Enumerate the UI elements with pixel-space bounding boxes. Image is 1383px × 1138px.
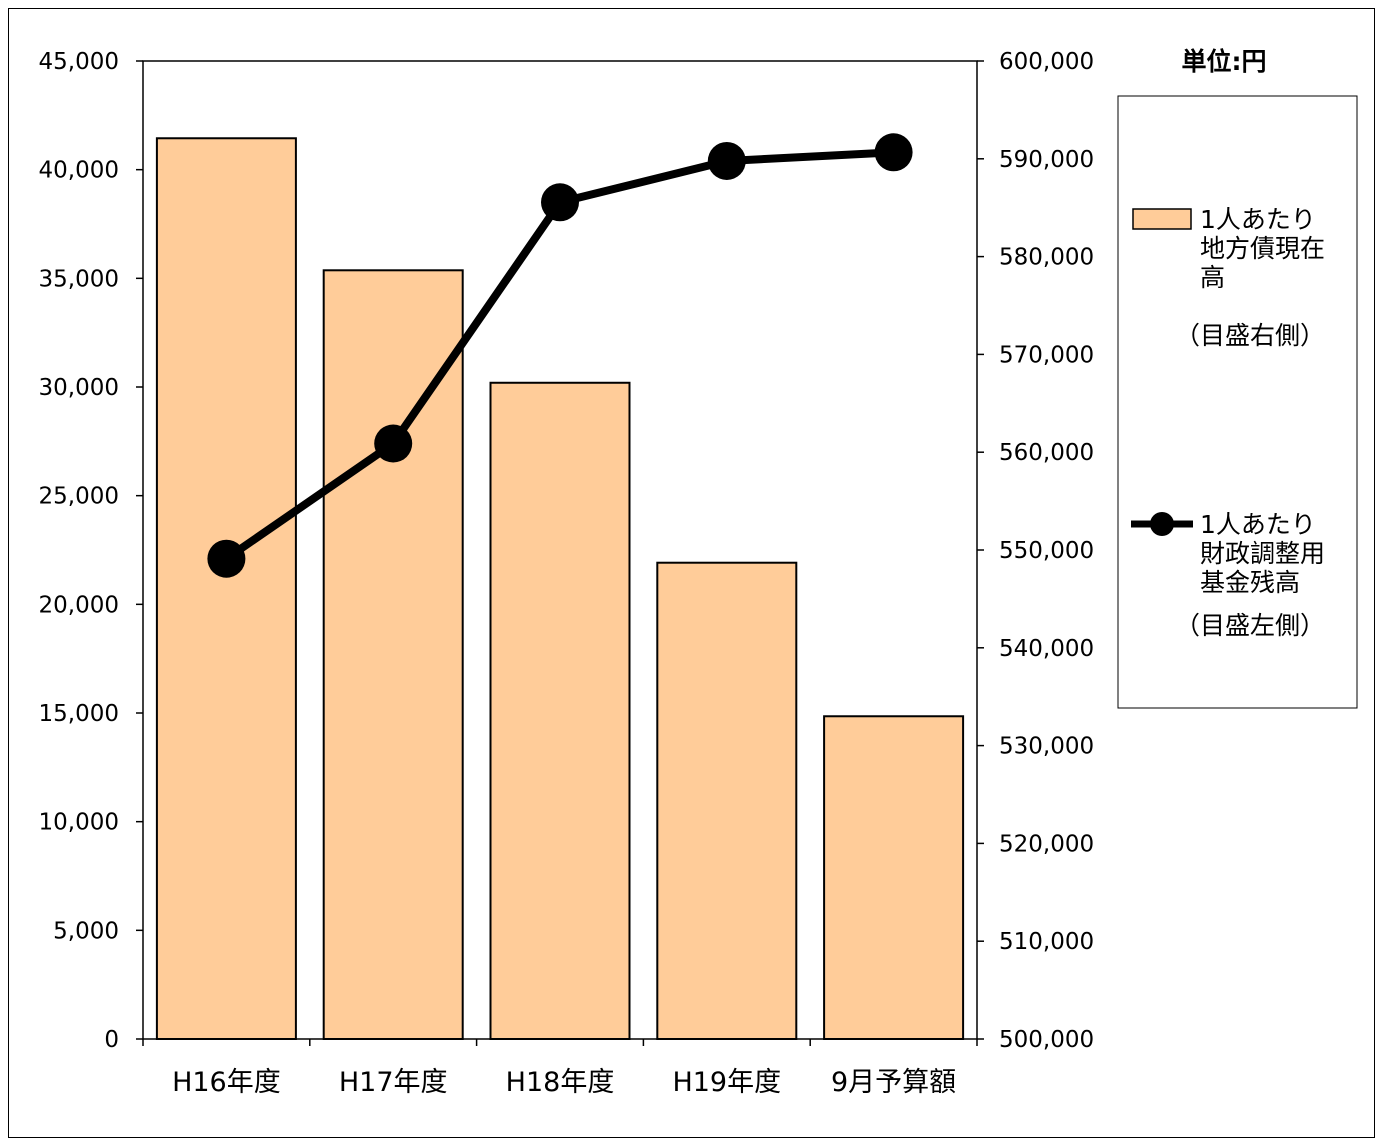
bar-series [155,137,965,1040]
left-tick-label: 20,000 [39,592,119,618]
line-point [707,141,746,180]
x-category-label: H19年度 [672,1067,781,1098]
left-tick-label: 25,000 [39,484,119,510]
legend-box [1117,95,1358,709]
legend-line-marker [1150,512,1174,536]
line-point [207,539,246,578]
left-tick-label: 15,000 [39,701,119,727]
x-category-label: H17年度 [339,1067,448,1098]
legend-axis-note: （目盛右側） [1175,321,1325,350]
left-tick-label: 40,000 [39,158,119,184]
legend-text: 1人あたり [1200,205,1316,234]
left-tick-label: 35,000 [39,266,119,292]
line-series [207,133,913,578]
right-tick-label: 500,000 [999,1027,1094,1053]
bar [823,715,965,1040]
right-tick-label: 590,000 [999,147,1094,173]
line-point [374,424,413,463]
right-y-axis: 500,000 510,000 520,000 530,000 540,000 550,0… [977,49,1094,1053]
x-axis: H16年度 H17年度 H18年度 H19年度 9月予算額 [142,1039,978,1098]
x-category-label: H16年度 [172,1067,281,1098]
left-tick-label: 45,000 [39,49,119,75]
bar [656,561,798,1040]
legend-axis-note: （目盛左側） [1175,611,1325,640]
right-tick-label: 550,000 [999,538,1094,564]
right-tick-label: 530,000 [999,734,1094,760]
right-tick-label: 560,000 [999,440,1094,466]
line-point [541,183,579,222]
left-tick-label: 0 [104,1027,119,1053]
legend-text: 基金残高 [1200,568,1300,597]
right-tick-label: 510,000 [999,929,1094,955]
left-tick-label: 5,000 [53,918,119,944]
left-y-axis: 0 5,000 10,000 15,000 20,000 25,000 30,000 35,0… [39,49,143,1053]
left-tick-label: 30,000 [39,375,119,401]
legend-bar-swatch [1132,208,1192,230]
bar [322,269,464,1040]
legend-text: 財政調整用 [1200,539,1325,568]
line-point [874,133,913,172]
bar [489,381,631,1040]
right-tick-label: 540,000 [999,636,1094,662]
left-tick-label: 10,000 [39,810,119,836]
legend-text: 1人あたり [1200,510,1316,539]
legend-text: 地方債現在 [1200,234,1325,263]
unit-label: 単位:円 [1182,47,1267,76]
right-tick-label: 600,000 [999,49,1094,75]
right-tick-label: 570,000 [999,342,1094,368]
right-tick-label: 520,000 [999,831,1094,857]
bar [155,137,297,1040]
x-category-label: 9月予算額 [831,1067,956,1098]
x-category-label: H18年度 [506,1067,615,1098]
right-tick-label: 580,000 [999,245,1094,271]
legend-text: 高 [1200,263,1225,292]
